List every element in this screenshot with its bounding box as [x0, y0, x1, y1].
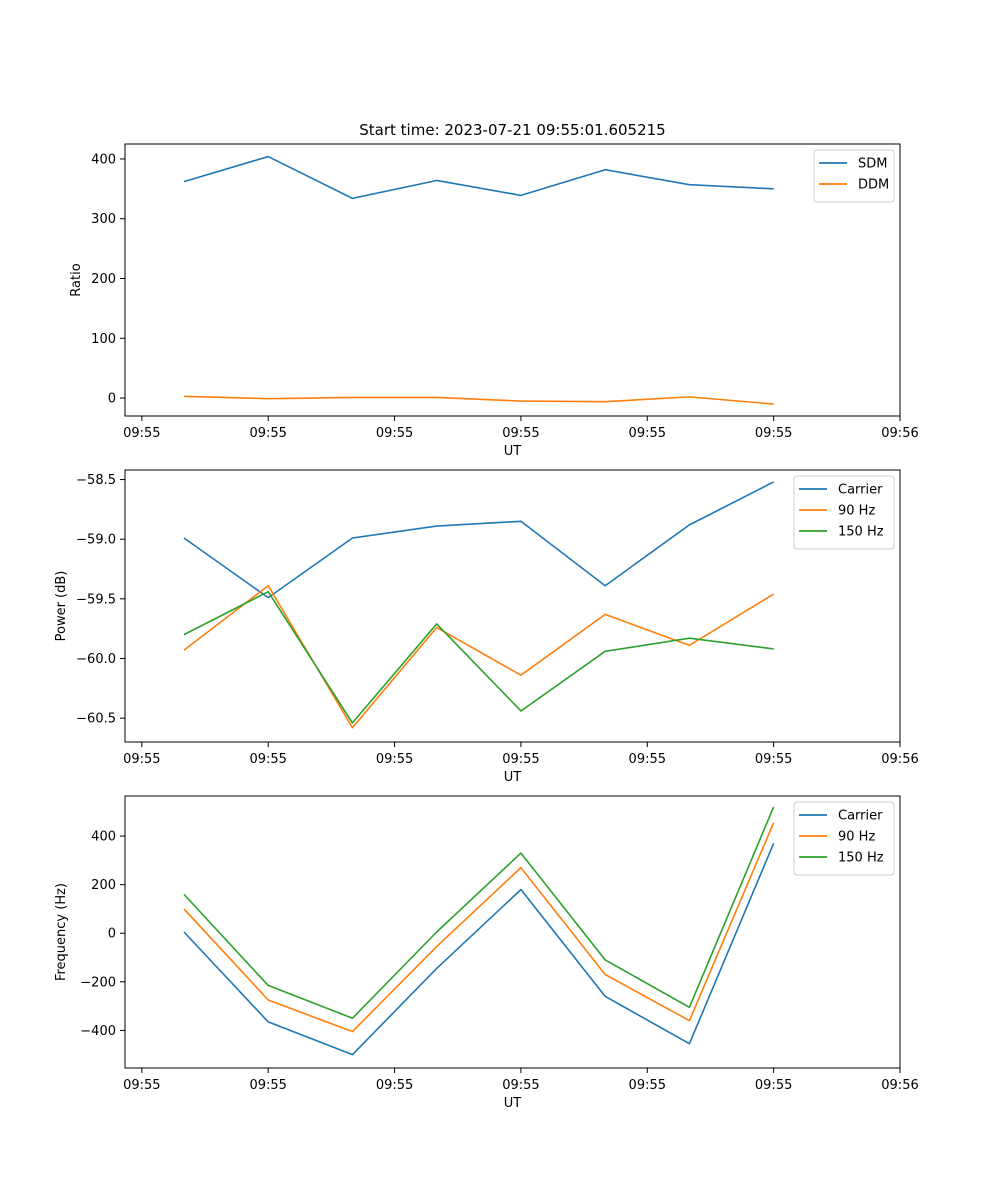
y-tick-label: 0	[108, 392, 116, 407]
x-tick-label: 09:55	[123, 1078, 160, 1093]
x-axis-label: UT	[504, 444, 522, 459]
legend-label: DDM	[858, 178, 889, 193]
legend-label: 150 Hz	[838, 851, 884, 866]
x-tick-label: 09:55	[249, 1078, 286, 1093]
y-tick-label: −200	[80, 975, 116, 990]
legend: Carrier 90 Hz 150 Hz	[793, 801, 895, 876]
y-tick-label: −60.5	[76, 712, 116, 727]
series-line-sdm	[183, 155, 774, 200]
series-line-carrier	[183, 481, 775, 599]
plot-frame	[124, 795, 901, 1069]
legend-label: Carrier	[838, 809, 883, 824]
x-tick-label: 09:55	[249, 752, 286, 767]
x-tick-label: 09:55	[123, 752, 160, 767]
chart-panel-2: −60.5 −60.0 −59.5 −59.0 −58.5 09:55 09:55 09:55…	[54, 469, 919, 785]
series-line-150-hz	[183, 806, 775, 1020]
y-tick-label: −59.5	[76, 592, 116, 607]
legend-label: 90 Hz	[838, 830, 875, 845]
y-tick-label: −58.5	[76, 473, 116, 488]
x-tick-label: 09:55	[376, 752, 413, 767]
y-axis-label: Ratio	[69, 263, 84, 296]
series-line-carrier	[183, 843, 775, 1056]
x-tick-label: 09:56	[881, 1078, 918, 1093]
chart-panel-3: −400 −200 0 200 400 09:55 09:55 09:55 09:55 09:55…	[54, 795, 919, 1111]
y-tick-label: −60.0	[76, 652, 116, 667]
y-axis-label: Frequency (Hz)	[54, 883, 69, 981]
y-tick-label: 200	[91, 878, 116, 893]
plot-frame	[124, 469, 901, 743]
x-tick-label: 09:55	[629, 752, 666, 767]
chart-panel-1: Start time: 2023-07-21 09:55:01.605215 0 1…	[69, 121, 919, 459]
x-tick-label: 09:55	[123, 426, 160, 441]
plot-frame	[124, 143, 901, 417]
chart-title: Start time: 2023-07-21 09:55:01.605215	[359, 121, 665, 139]
legend-label: Carrier	[838, 483, 883, 498]
x-axis-label: UT	[504, 770, 522, 785]
y-tick-label: −59.0	[76, 533, 116, 548]
series-line-150-hz	[183, 590, 774, 724]
y-axis-label: Power (dB)	[54, 571, 69, 642]
y-tick-label: 300	[91, 212, 116, 227]
x-tick-label: 09:56	[881, 752, 918, 767]
legend-label: SDM	[858, 157, 887, 172]
y-tick-label: 200	[91, 272, 116, 287]
y-tick-label: 400	[91, 830, 116, 845]
y-tick-label: −400	[80, 1024, 116, 1039]
legend-label: 90 Hz	[838, 504, 875, 519]
legend: SDM DDM	[813, 149, 895, 203]
legend: Carrier 90 Hz 150 Hz	[793, 475, 895, 550]
y-tick-label: 0	[108, 927, 116, 942]
x-tick-label: 09:55	[502, 752, 539, 767]
series-line-ddm	[183, 395, 774, 405]
x-axis-label: UT	[504, 1096, 522, 1111]
x-tick-label: 09:55	[755, 426, 792, 441]
x-tick-label: 09:55	[376, 1078, 413, 1093]
x-tick-label: 09:55	[249, 426, 286, 441]
y-tick-label: 400	[91, 152, 116, 167]
x-tick-label: 09:55	[629, 426, 666, 441]
series-line-90-hz	[183, 822, 775, 1033]
x-tick-label: 09:55	[502, 1078, 539, 1093]
x-tick-label: 09:55	[755, 752, 792, 767]
legend-label: 150 Hz	[838, 525, 884, 540]
x-tick-label: 09:55	[502, 426, 539, 441]
panels: Start time: 2023-07-21 09:55:01.605215 0 1…	[54, 121, 919, 1111]
x-tick-label: 09:55	[629, 1078, 666, 1093]
y-tick-label: 100	[91, 332, 116, 347]
x-tick-label: 09:55	[376, 426, 413, 441]
x-tick-label: 09:55	[755, 1078, 792, 1093]
x-tick-label: 09:56	[881, 426, 918, 441]
